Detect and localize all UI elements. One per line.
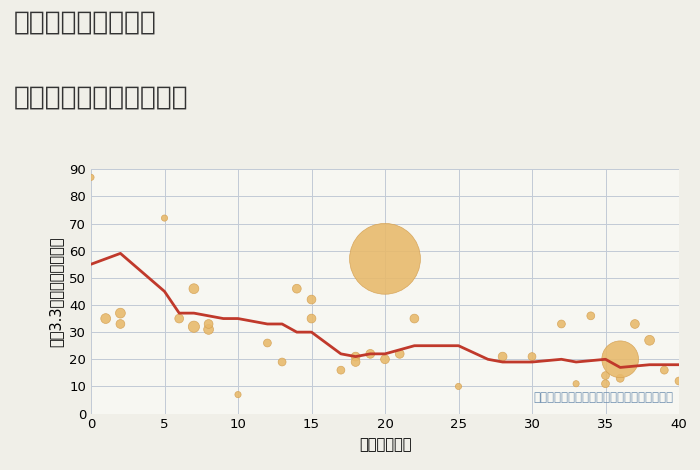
Point — [600, 372, 611, 379]
Point — [379, 255, 391, 263]
Point — [615, 355, 626, 363]
Text: 福岡県朝倉市草水の: 福岡県朝倉市草水の — [14, 9, 157, 35]
Point — [585, 312, 596, 320]
Point — [497, 353, 508, 360]
Point — [629, 320, 641, 328]
Point — [159, 214, 170, 222]
Point — [526, 353, 538, 360]
Point — [350, 358, 361, 366]
Point — [644, 337, 655, 344]
Point — [203, 320, 214, 328]
Point — [673, 377, 685, 385]
Point — [188, 323, 199, 330]
Point — [188, 285, 199, 292]
Point — [100, 315, 111, 322]
Point — [570, 380, 582, 387]
Point — [394, 350, 405, 358]
Point — [291, 285, 302, 292]
Point — [85, 173, 97, 181]
Point — [615, 375, 626, 382]
Point — [409, 315, 420, 322]
X-axis label: 築年数（年）: 築年数（年） — [358, 437, 412, 452]
Point — [453, 383, 464, 390]
Text: 円の大きさは、取引のあった物件面積を示す: 円の大きさは、取引のあった物件面積を示す — [533, 391, 673, 404]
Point — [232, 391, 244, 399]
Point — [335, 367, 346, 374]
Y-axis label: 坪（3.3㎡）単価（万円）: 坪（3.3㎡）単価（万円） — [49, 236, 64, 347]
Point — [365, 350, 376, 358]
Point — [379, 355, 391, 363]
Point — [600, 380, 611, 387]
Point — [659, 367, 670, 374]
Point — [556, 320, 567, 328]
Point — [174, 315, 185, 322]
Point — [276, 358, 288, 366]
Point — [203, 326, 214, 333]
Point — [350, 353, 361, 360]
Point — [115, 320, 126, 328]
Text: 築年数別中古戸建て価格: 築年数別中古戸建て価格 — [14, 85, 188, 110]
Point — [306, 296, 317, 303]
Point — [262, 339, 273, 347]
Point — [115, 309, 126, 317]
Point — [306, 315, 317, 322]
